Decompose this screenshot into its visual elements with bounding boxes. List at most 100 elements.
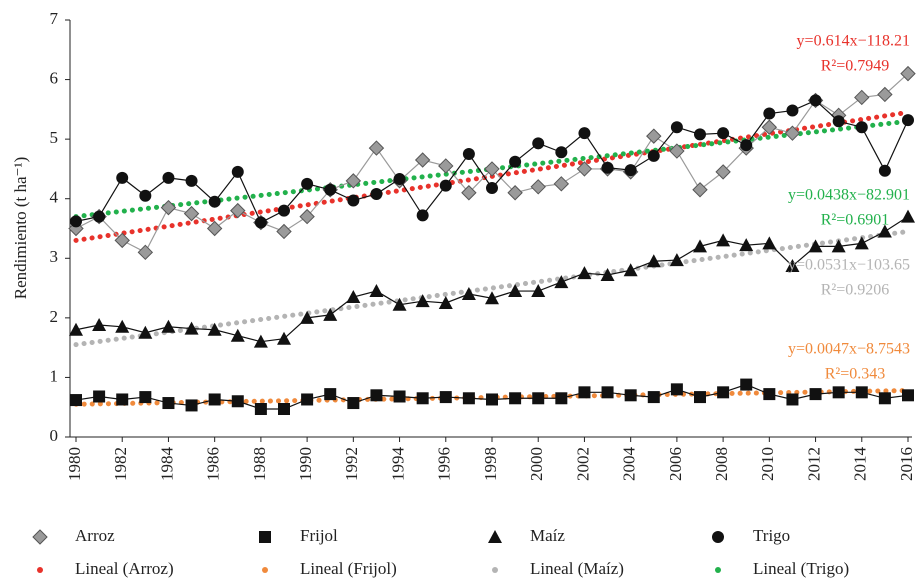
marker [624, 389, 637, 402]
marker [715, 164, 731, 180]
x-tick-label: 1986 [204, 447, 223, 481]
marker [278, 204, 290, 217]
marker [669, 253, 684, 267]
marker [832, 386, 845, 399]
marker [370, 389, 383, 402]
marker [231, 165, 244, 178]
marker [438, 158, 454, 174]
legend-label: Maíz [530, 526, 565, 545]
x-tick-label: 1992 [342, 447, 361, 481]
marker [461, 287, 476, 301]
marker [855, 386, 868, 399]
marker [854, 236, 869, 250]
marker [347, 194, 360, 207]
marker [69, 322, 83, 336]
marker [531, 284, 546, 298]
marker [439, 179, 452, 192]
trend-equation: y=0.0531x−103.65 [788, 257, 910, 274]
marker [439, 391, 452, 404]
marker [139, 189, 152, 202]
marker [902, 389, 914, 402]
marker [92, 318, 107, 332]
legend-marker [37, 567, 43, 573]
marker [784, 125, 801, 141]
marker [786, 393, 799, 406]
marker [462, 148, 475, 161]
marker [578, 127, 591, 140]
marker [254, 403, 267, 416]
marker [624, 164, 637, 177]
marker [486, 181, 498, 194]
marker [461, 185, 477, 201]
marker [716, 233, 731, 247]
marker [231, 395, 244, 408]
marker [532, 392, 545, 405]
marker [692, 182, 708, 198]
marker [323, 307, 338, 321]
marker [670, 383, 683, 396]
marker [206, 220, 223, 237]
marker [137, 244, 154, 261]
marker [717, 127, 730, 140]
marker [185, 174, 198, 187]
trend-r2: R²=0.7949 [821, 58, 890, 75]
marker [532, 137, 545, 150]
marker [484, 161, 500, 177]
marker [854, 89, 870, 106]
marker [208, 393, 221, 406]
marker [277, 331, 291, 345]
marker [416, 392, 429, 405]
marker [259, 531, 271, 543]
marker [207, 322, 222, 336]
y-tick-label: 2 [50, 307, 59, 326]
marker [369, 284, 384, 298]
legend-label: Lineal (Frijol) [300, 559, 397, 578]
marker [485, 291, 499, 305]
marker [299, 208, 315, 225]
marker [70, 394, 82, 407]
marker [762, 236, 777, 250]
marker [785, 259, 800, 273]
marker [301, 393, 314, 406]
marker [693, 239, 707, 253]
legend-label: Lineal (Arroz) [75, 559, 174, 578]
y-tick-label: 4 [50, 188, 59, 207]
x-tick-label: 1988 [250, 447, 269, 481]
marker [576, 161, 593, 177]
marker [93, 210, 106, 223]
x-tick-label: 2014 [851, 447, 870, 482]
x-tick-label: 2002 [573, 447, 592, 481]
marker [347, 397, 360, 410]
marker [392, 297, 407, 311]
marker [832, 115, 845, 128]
x-tick-label: 1990 [296, 447, 315, 481]
marker [509, 392, 522, 405]
marker [161, 319, 176, 333]
marker [553, 176, 570, 192]
marker [368, 140, 385, 156]
marker [253, 334, 268, 348]
marker [276, 223, 292, 240]
x-tick-label: 2016 [897, 447, 916, 481]
marker [508, 284, 523, 298]
marker [900, 65, 916, 82]
legend-label: Frijol [300, 526, 338, 545]
marker [763, 107, 776, 120]
marker [115, 319, 130, 333]
marker [809, 388, 822, 401]
marker [416, 209, 429, 222]
legend-marker [262, 567, 268, 573]
x-tick-label: 2008 [712, 447, 731, 481]
marker [415, 294, 430, 308]
marker [324, 183, 337, 196]
series-line [75, 216, 909, 343]
x-tick-label: 1994 [388, 447, 407, 482]
y-tick-label: 6 [50, 68, 59, 87]
marker [763, 388, 776, 401]
marker [301, 177, 314, 190]
marker [878, 164, 891, 177]
marker [346, 290, 361, 304]
y-tick-label: 3 [50, 247, 59, 266]
trend-r2: R²=0.9206 [821, 282, 890, 299]
